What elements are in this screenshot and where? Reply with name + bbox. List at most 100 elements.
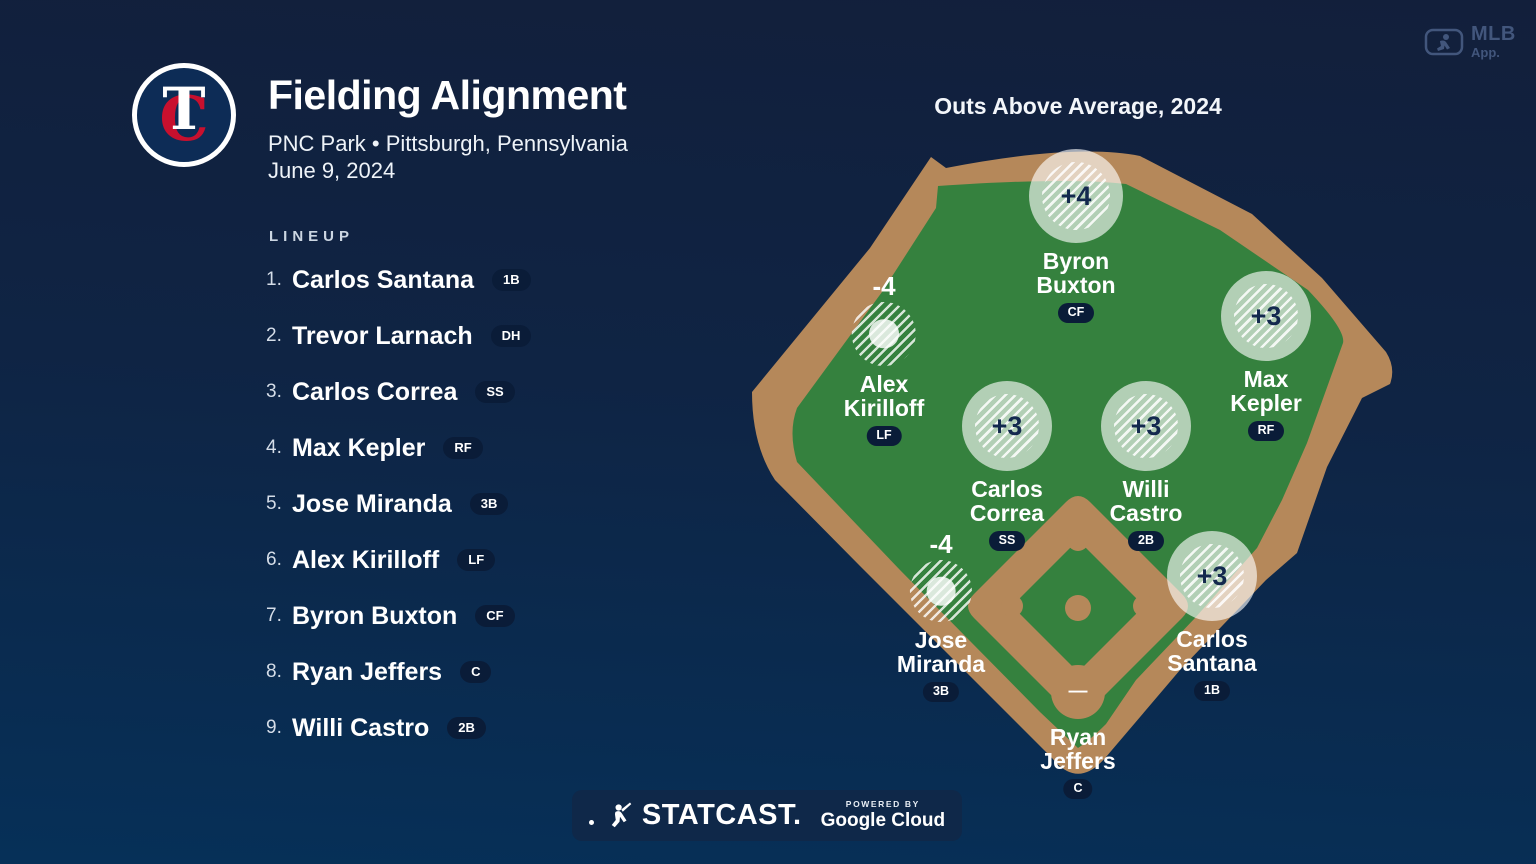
fielder-marker-lf: -4 Alex Kirilloff LF xyxy=(843,271,925,446)
oaa-hatch-pattern xyxy=(974,393,1040,459)
position-badge: 3B xyxy=(469,493,509,515)
pitchers-mound xyxy=(1065,595,1091,621)
oaa-value: -4 xyxy=(872,271,896,301)
batting-order-number: 8. xyxy=(266,661,282,682)
oaa-value: +3 xyxy=(991,410,1023,441)
fielder-name: Willi Castro xyxy=(1109,476,1183,526)
powered-by-block: POWERED BY Google Cloud xyxy=(821,799,946,832)
lineup-row: 7. Byron Buxton CF xyxy=(266,588,666,644)
logo-letter-c: C xyxy=(159,81,209,155)
third-base-cutout xyxy=(1001,595,1023,617)
fielder-name: Alex Kirilloff xyxy=(843,371,925,421)
position-badge: RF xyxy=(443,437,483,459)
outfield-grass-shape xyxy=(792,180,1344,748)
statcast-footer-bar: STATCAST. POWERED BY Google Cloud xyxy=(572,790,962,841)
oaa-hatch-pattern xyxy=(1179,543,1245,609)
position-badge: CF xyxy=(1057,303,1095,323)
mlb-app-text: MLB App. xyxy=(1471,24,1516,59)
twins-team-logo: C T xyxy=(132,63,236,167)
fielder-marker-3b: -4 Jose Miranda 3B xyxy=(896,529,986,702)
statcast-wordmark: STATCAST. xyxy=(641,799,802,831)
page-title: Fielding Alignment xyxy=(268,72,627,118)
position-badge: RF xyxy=(1247,421,1285,441)
batting-order-number: 3. xyxy=(266,381,282,402)
fielder-marker-c: — Ryan Jeffers C xyxy=(1040,665,1116,799)
oaa-value: +3 xyxy=(1196,560,1228,591)
position-badge: C xyxy=(460,661,492,683)
google-cloud-wordmark: Google Cloud xyxy=(820,810,946,831)
powered-by-label: POWERED BY xyxy=(845,799,920,809)
player-name: Max Kepler xyxy=(292,433,426,462)
mlb-app-logo: MLB App. xyxy=(1424,24,1516,59)
lineup-row: 5. Jose Miranda 3B xyxy=(266,476,666,532)
position-badge: 1B xyxy=(1194,681,1230,701)
chart-title: Outs Above Average, 2024 xyxy=(934,93,1222,119)
fielder-name: Byron Buxton xyxy=(1036,248,1116,298)
oaa-hatch-pattern xyxy=(1233,283,1299,349)
position-badge: LF xyxy=(866,426,902,446)
lineup-row: 4. Max Kepler RF xyxy=(266,420,666,476)
position-badge: SS xyxy=(475,381,515,403)
position-badge: 1B xyxy=(492,269,531,291)
oaa-bubble-positive: +3 xyxy=(1167,531,1257,621)
lineup-list: 1. Carlos Santana 1B 2. Trevor Larnach D… xyxy=(266,252,666,756)
oaa-value: — xyxy=(1068,681,1088,702)
fielder-name: Jose Miranda xyxy=(896,627,986,677)
fielder-name: Max Kepler xyxy=(1230,366,1302,416)
position-badge: 3B xyxy=(923,682,959,702)
player-name: Willi Castro xyxy=(292,713,430,742)
oaa-value: +4 xyxy=(1060,180,1092,211)
fielder-marker-2b: +3 Willi Castro 2B xyxy=(1101,381,1191,551)
oaa-hatch-pattern xyxy=(1113,393,1179,459)
oaa-bubble-negative: -4 xyxy=(910,529,972,622)
fielder-marker-ss: +3 Carlos Correa SS xyxy=(962,381,1052,551)
home-plate-circle xyxy=(1051,665,1105,719)
oaa-bubble-none: — xyxy=(1051,665,1105,719)
player-name: Trevor Larnach xyxy=(292,321,473,350)
oaa-bubble-negative: -4 xyxy=(852,271,916,366)
batting-order-number: 4. xyxy=(266,437,282,458)
position-badge: C xyxy=(1063,779,1093,799)
mlb-logo-icon xyxy=(1424,28,1464,55)
mlb-batter-icon xyxy=(611,802,632,827)
player-name: Ryan Jeffers xyxy=(292,657,443,686)
lineup-row: 3. Carlos Correa SS xyxy=(266,364,666,420)
position-badge: LF xyxy=(457,549,496,571)
second-base-cutout xyxy=(1067,529,1089,551)
player-name: Carlos Santana xyxy=(292,265,475,294)
fielder-name: Carlos Santana xyxy=(1167,626,1257,676)
mlb-app-line2: App. xyxy=(1471,45,1500,60)
player-name: Alex Kirilloff xyxy=(292,545,440,574)
batting-order-number: 2. xyxy=(266,325,282,346)
position-badge: 2B xyxy=(447,717,486,739)
mlb-app-line1: MLB xyxy=(1471,23,1516,45)
player-name: Byron Buxton xyxy=(292,601,458,630)
fielder-marker-cf: +4 Byron Buxton CF xyxy=(1029,149,1123,323)
oaa-value: +3 xyxy=(1130,410,1162,441)
oaa-bubble-positive: +3 xyxy=(1101,381,1191,471)
dot-icon xyxy=(588,820,594,825)
oaa-hatch-pattern xyxy=(1042,162,1110,230)
oaa-core-dot xyxy=(926,576,956,606)
oaa-core-dot xyxy=(869,319,899,349)
logo-letter-t: T xyxy=(162,75,206,144)
position-badge: SS xyxy=(988,531,1026,551)
fielder-marker-1b: +3 Carlos Santana 1B xyxy=(1167,531,1257,701)
game-date: June 9, 2024 xyxy=(268,158,396,183)
first-base-cutout xyxy=(1133,595,1155,617)
lineup-row: 1. Carlos Santana 1B xyxy=(266,252,666,308)
batting-order-number: 1. xyxy=(266,269,282,290)
player-name: Carlos Correa xyxy=(292,377,458,406)
batting-order-number: 7. xyxy=(266,605,282,626)
oaa-value: -4 xyxy=(929,529,953,559)
fielder-name: Ryan Jeffers xyxy=(1040,724,1116,774)
fielder-marker-rf: +3 Max Kepler RF xyxy=(1221,271,1311,441)
lineup-row: 6. Alex Kirilloff LF xyxy=(266,532,666,588)
position-badge: CF xyxy=(475,605,515,627)
lineup-row: 2. Trevor Larnach DH xyxy=(266,308,666,364)
ballpark-diagram: +4 Byron Buxton CF -4 Alex Kirilloff LF … xyxy=(740,130,1440,800)
venue-text: PNC Park • Pittsburgh, Pennsylvania xyxy=(268,131,628,156)
oaa-bubble-positive: +3 xyxy=(1221,271,1311,361)
lineup-row: 8. Ryan Jeffers C xyxy=(266,644,666,700)
